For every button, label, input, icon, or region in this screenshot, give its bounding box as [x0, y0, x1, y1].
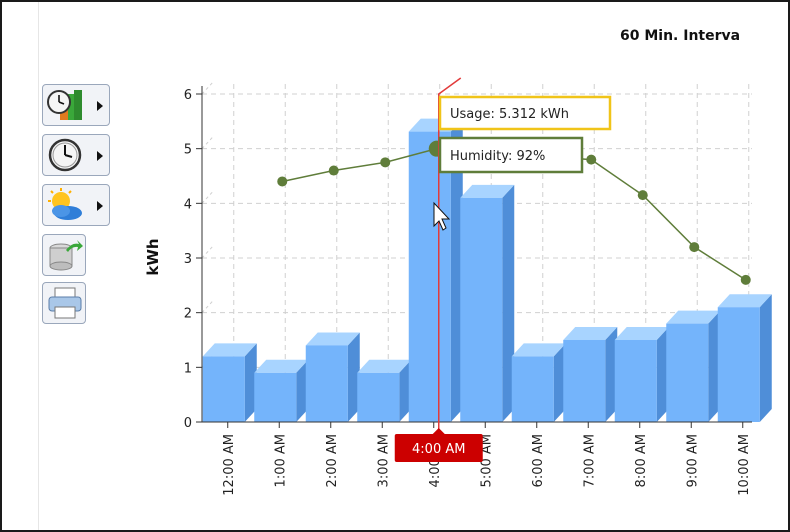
bar[interactable] [357, 359, 412, 422]
usage-tooltip: Usage: 5.312 kWh [438, 95, 612, 131]
bar-side [347, 332, 360, 422]
x-tick-label: 7:00 AM [582, 434, 597, 487]
bar-top [511, 343, 566, 357]
bar-front [717, 307, 760, 422]
bar-top [357, 359, 412, 373]
time-button[interactable] [42, 134, 110, 176]
y-tick-label: 4 [184, 197, 192, 212]
bar-front [460, 197, 503, 422]
x-tick-label: 8:00 AM [634, 434, 649, 487]
cursor-label: 4:00 AM [394, 428, 483, 462]
bar-front [666, 323, 709, 422]
bar-side [502, 184, 515, 422]
y-tick-label: 1 [184, 361, 192, 376]
left-gutter-divider [38, 2, 39, 530]
humidity-point[interactable] [637, 190, 648, 201]
printer-icon [48, 287, 82, 319]
bar[interactable] [511, 343, 566, 422]
bar-side [450, 118, 463, 423]
y-tick-label: 0 [184, 416, 192, 431]
bar-top [202, 343, 257, 357]
dropdown-arrow-icon [97, 101, 103, 111]
x-tick-label: 3:00 AM [376, 434, 391, 487]
bar-front [305, 345, 348, 422]
interval-chart-button[interactable] [42, 84, 110, 126]
bar-front [614, 340, 657, 422]
grid-line-depth [201, 135, 215, 150]
humidity-tooltip: Humidity: 92% [438, 136, 584, 174]
bar-front [254, 372, 297, 422]
bar-front [357, 372, 400, 422]
export-button[interactable] [42, 234, 86, 276]
grid-line-depth [201, 80, 215, 95]
bar[interactable] [460, 184, 515, 422]
bar[interactable] [305, 332, 360, 422]
bar[interactable] [563, 327, 618, 422]
bar-side [708, 310, 721, 422]
bar-side [296, 359, 309, 422]
database-export-icon [49, 240, 83, 271]
chart-title: 60 Min. Interva [620, 28, 741, 44]
bar-top [254, 359, 309, 373]
x-tick-label: 6:00 AM [531, 434, 546, 487]
y-tick-label: 3 [184, 252, 192, 267]
y-tick-label: 2 [184, 307, 192, 322]
bar-top [305, 332, 360, 346]
x-tick-label: 10:00 AM [737, 434, 752, 496]
x-tick-label: 9:00 AM [685, 434, 700, 487]
x-tick-label: 12:00 AM [222, 434, 237, 496]
bar-top [563, 327, 618, 340]
bar-side [244, 343, 257, 422]
bar[interactable] [666, 310, 721, 422]
bar[interactable] [408, 118, 463, 423]
weather-button[interactable] [42, 184, 110, 226]
x-tick-label: 1:00 AM [273, 434, 288, 487]
bar-top [666, 310, 721, 324]
cursor-line[interactable] [438, 77, 462, 430]
grid-line-depth [201, 189, 215, 204]
bar-side [656, 327, 669, 422]
x-tick-label: 5:00 AM [479, 434, 494, 487]
dropdown-arrow-icon [97, 151, 103, 161]
mouse-pointer-icon [433, 201, 451, 231]
dropdown-arrow-icon [97, 201, 103, 211]
bar-side [553, 343, 566, 422]
clock-icon [48, 138, 82, 172]
humidity-point[interactable] [740, 274, 751, 285]
bar-side [759, 294, 772, 422]
bar-front [563, 340, 606, 422]
bar-front [408, 131, 451, 423]
y-tick-label: 5 [184, 143, 192, 158]
bar[interactable] [202, 343, 257, 422]
x-tick-label: 2:00 AM [325, 434, 340, 487]
sun-cloud-icon [48, 188, 82, 220]
bar[interactable] [717, 294, 772, 422]
bar-top [717, 294, 772, 308]
bar-top [460, 184, 515, 198]
grid-line-depth [201, 244, 215, 259]
humidity-point[interactable] [689, 242, 700, 253]
cursor-label-text: 4:00 AM [412, 442, 465, 457]
bar[interactable] [254, 359, 309, 422]
y-axis-label: kWh [144, 238, 162, 275]
humidity-point[interactable] [380, 157, 391, 168]
bar[interactable] [614, 327, 669, 422]
humidity-tooltip-text: Humidity: 92% [450, 149, 545, 164]
print-button[interactable] [42, 282, 86, 324]
usage-tooltip-text: Usage: 5.312 kWh [450, 107, 569, 122]
humidity-point[interactable] [586, 154, 597, 165]
humidity-point[interactable] [277, 176, 288, 187]
humidity-point[interactable] [328, 165, 339, 176]
grid-line-depth [201, 299, 215, 314]
bar-front [511, 356, 554, 422]
bar-side [605, 327, 618, 422]
clock-bar-chart-icon [47, 90, 82, 120]
y-tick-label: 6 [184, 88, 192, 103]
bar-side [399, 359, 412, 422]
bar-top [614, 327, 669, 340]
bar-front [202, 356, 245, 422]
